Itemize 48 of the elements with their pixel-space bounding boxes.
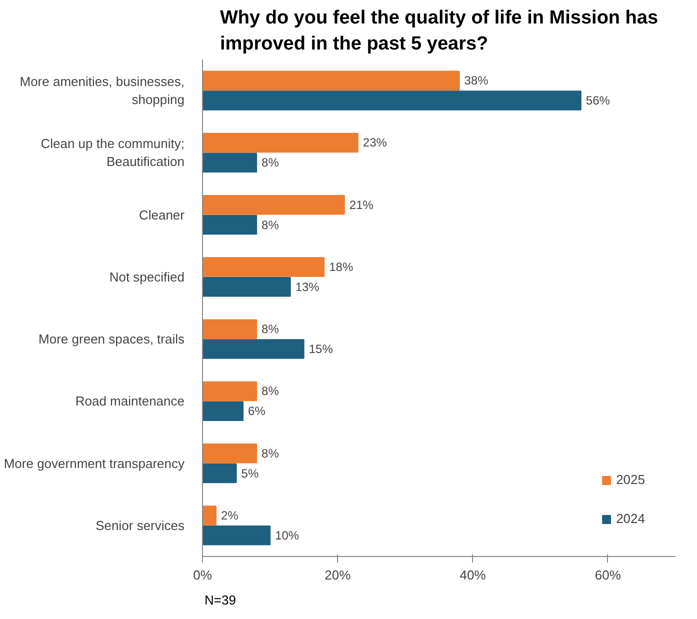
bar [202, 381, 258, 402]
bar [202, 214, 258, 235]
bar [202, 401, 244, 421]
bar [202, 319, 258, 339]
data-label: 8% [262, 156, 280, 170]
bar [202, 526, 271, 546]
bar [202, 90, 582, 110]
data-label: 38% [464, 74, 489, 88]
data-label: 15% [308, 342, 334, 356]
x-tick-label: 60% [594, 568, 622, 582]
data-label: 6% [248, 404, 266, 418]
bar [202, 70, 460, 90]
data-label: 23% [362, 136, 388, 150]
bar [202, 463, 237, 484]
y-tick-label: Road maintenance [75, 394, 185, 409]
bar [202, 506, 217, 526]
bar [202, 152, 258, 172]
bar [202, 277, 291, 297]
data-label: 8% [262, 218, 280, 232]
legend-label: 2024 [616, 511, 645, 526]
data-label: 21% [349, 198, 374, 212]
bar [202, 132, 358, 153]
data-label: 5% [241, 466, 259, 480]
y-tick-label: Not specified [109, 269, 185, 284]
data-label: 2% [221, 508, 239, 522]
data-label: 18% [329, 260, 354, 274]
x-tick-label: 40% [460, 568, 486, 582]
data-label: 56% [586, 94, 610, 108]
y-tick-label: More amenities, businesses, shopping [20, 74, 185, 108]
bar [202, 339, 304, 359]
bar [202, 195, 345, 215]
y-tick-label: Cleaner [138, 207, 186, 222]
chart-title: Why do you feel the quality of life in Mission has improved in the past 5 years? [220, 7, 658, 54]
data-label: 13% [295, 280, 320, 294]
legend-label: 2025 [616, 472, 645, 487]
data-label: 8% [262, 322, 280, 336]
y-tick-label: More green spaces, trails [38, 332, 185, 347]
text: N=39 [204, 592, 236, 608]
data-label: 8% [262, 446, 280, 460]
y-tick-label: More government transparency [4, 456, 185, 471]
data-label: 8% [262, 384, 280, 398]
x-tick-label: 20% [324, 568, 352, 582]
y-tick-label: Senior services [96, 518, 185, 533]
y-tick-label: Clean up the community; Beautification [40, 136, 185, 170]
x-tick-label: 0% [193, 568, 212, 582]
bar [202, 444, 258, 464]
data-label: 10% [275, 528, 300, 542]
bar [202, 257, 325, 277]
